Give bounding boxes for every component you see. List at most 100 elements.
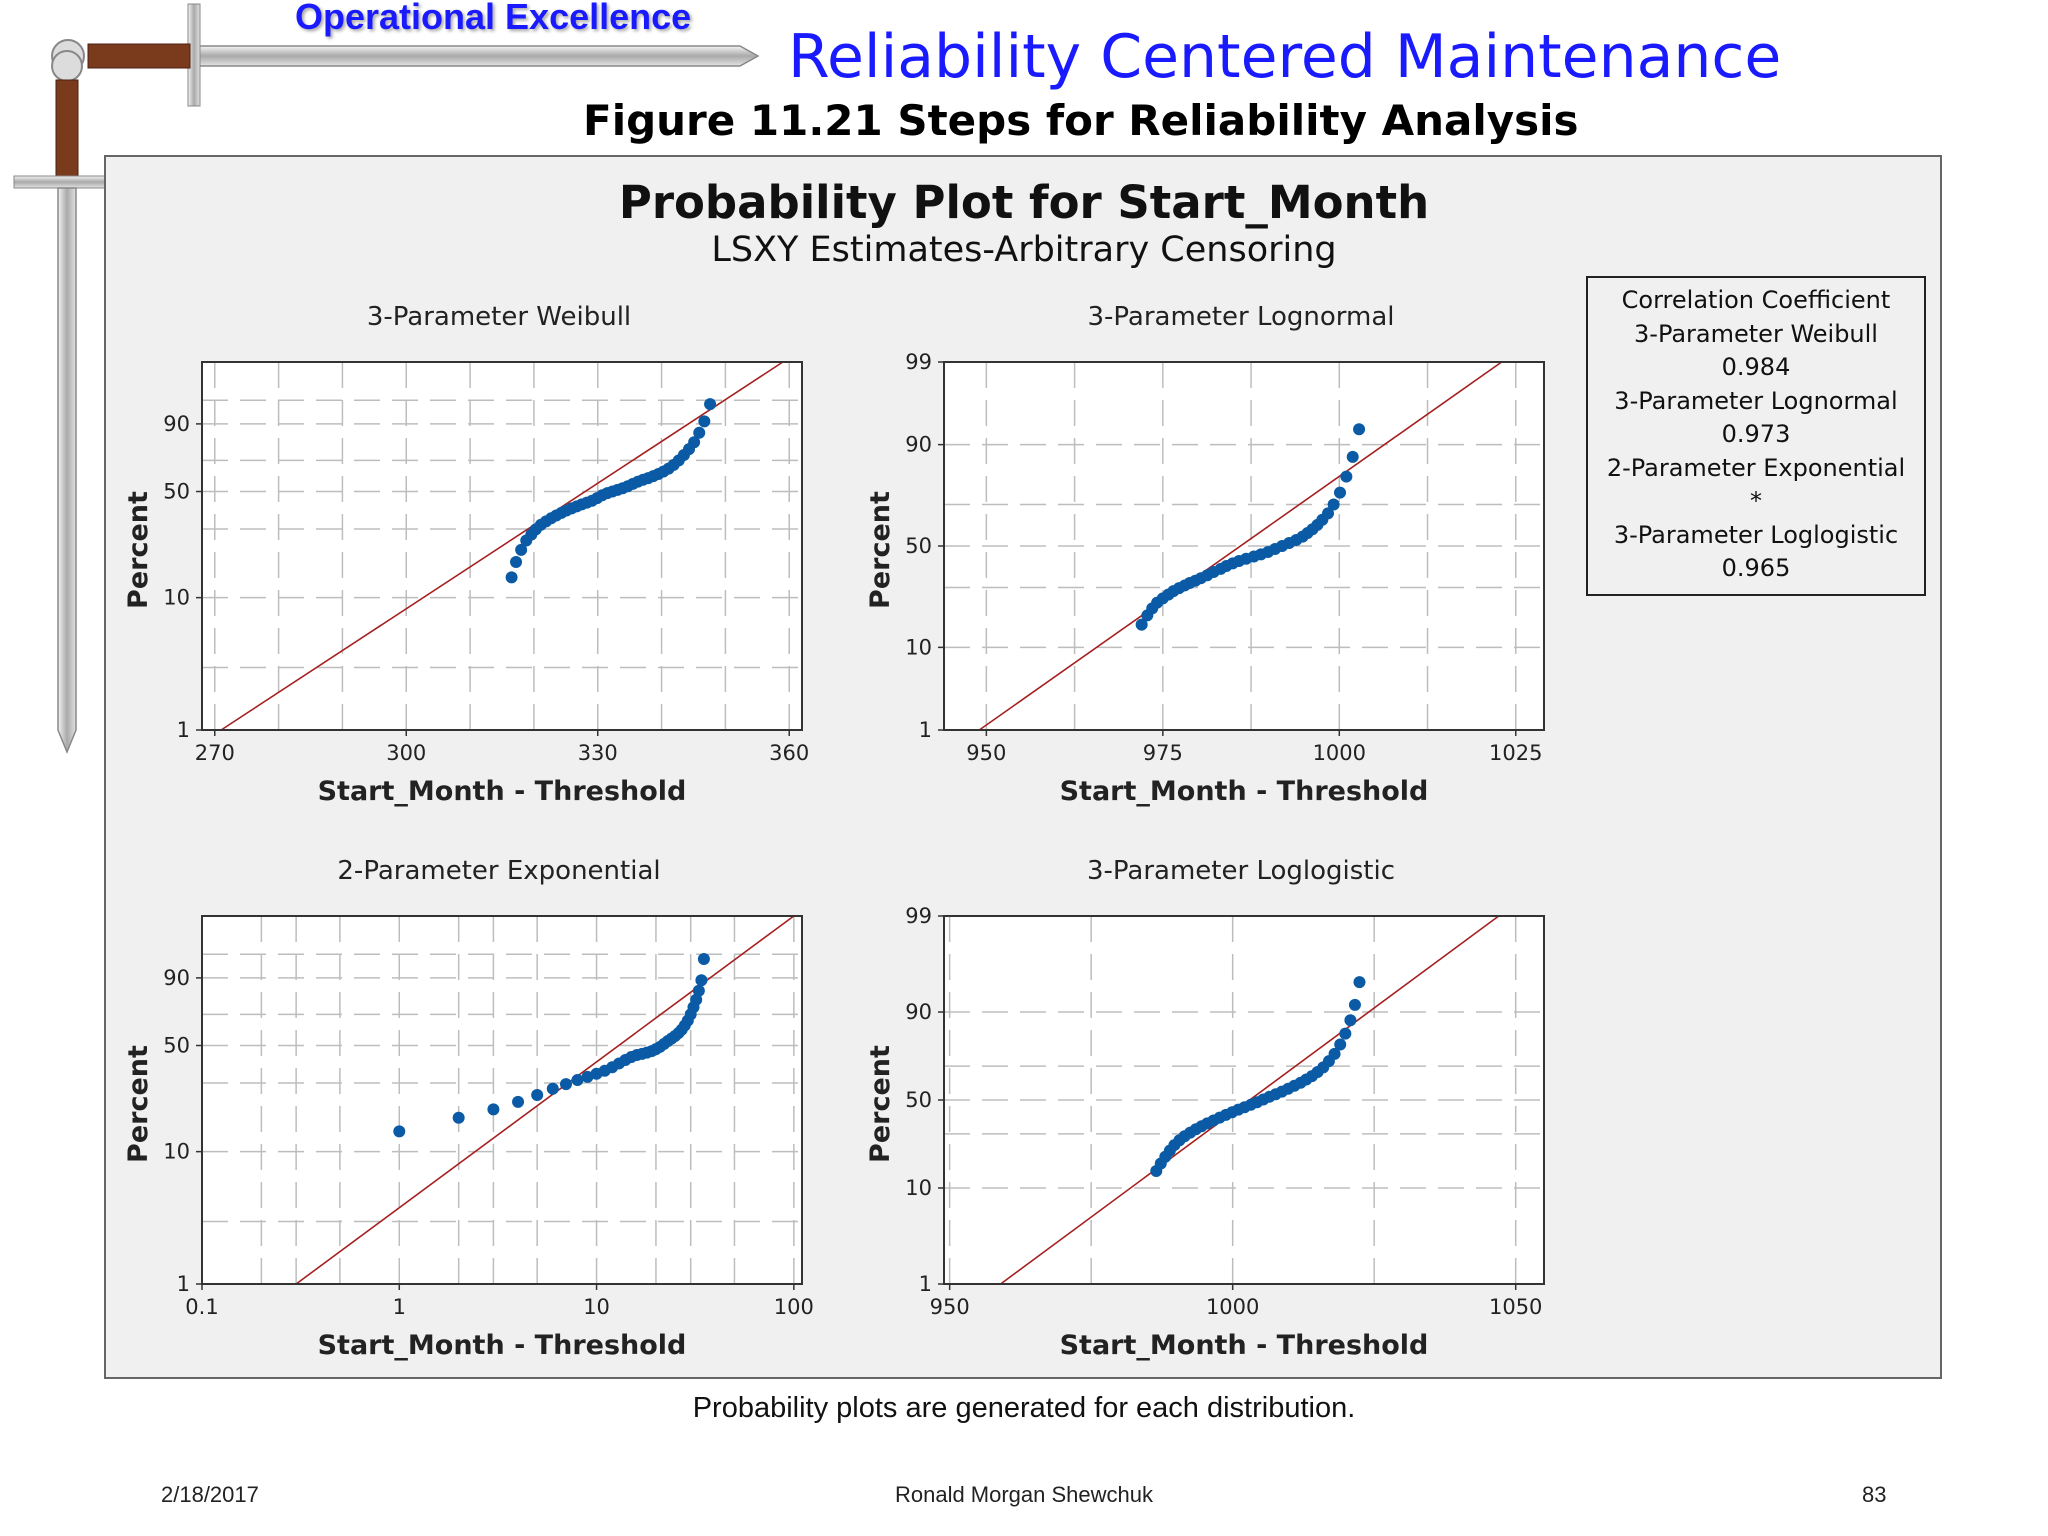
sword-icon [13, 3, 760, 754]
data-point [704, 398, 717, 411]
x-tick-label: 950 [966, 741, 1006, 765]
y-axis-label: Percent [123, 491, 154, 609]
data-point [695, 974, 708, 987]
data-point [1327, 498, 1340, 511]
y-tick-label: 90 [163, 412, 190, 436]
x-axis-label: Start_Month - Threshold [318, 1330, 687, 1361]
data-point [559, 1078, 572, 1091]
data-point [1340, 470, 1353, 483]
data-point [1334, 486, 1346, 499]
data-point [510, 555, 523, 568]
legend-line: 3-Parameter Lognormal [1614, 386, 1898, 415]
x-axis-label: Start_Month - Threshold [318, 776, 687, 807]
data-point [1328, 1047, 1341, 1060]
data-point [393, 1125, 406, 1138]
y-tick-label: 90 [905, 433, 932, 457]
chart-title: 3-Parameter Lognormal [1088, 302, 1395, 332]
plot-title: Probability Plot for Start_Month [618, 176, 1430, 229]
y-axis-label: Percent [123, 1045, 154, 1163]
data-point [690, 993, 703, 1006]
y-tick-label: 50 [163, 480, 190, 504]
x-tick-label: 1050 [1489, 1295, 1542, 1319]
x-tick-label: 1000 [1206, 1295, 1259, 1319]
legend-line: Correlation Coefficient [1621, 286, 1891, 314]
x-tick-label: 270 [195, 741, 235, 765]
y-tick-label: 99 [905, 904, 932, 928]
chart-title: 3-Parameter Weibull [367, 302, 631, 332]
y-tick-label: 10 [163, 1140, 190, 1164]
caption: Probability plots are generated for each… [692, 1392, 1356, 1424]
x-tick-label: 0.1 [185, 1295, 218, 1319]
y-axis-label: Percent [865, 1045, 896, 1163]
y-tick-label: 99 [905, 350, 932, 374]
fit-line [220, 361, 784, 731]
chart-title: 3-Parameter Loglogistic [1087, 856, 1395, 886]
data-point [688, 436, 701, 449]
x-tick-label: 100 [774, 1295, 814, 1319]
x-tick-label: 1025 [1489, 741, 1542, 765]
y-tick-label: 1 [177, 1272, 190, 1296]
y-tick-label: 50 [163, 1034, 190, 1058]
data-point [1322, 507, 1334, 520]
y-tick-label: 10 [163, 586, 190, 610]
data-point [487, 1103, 500, 1116]
fit-line [978, 361, 1503, 731]
legend-line: * [1750, 487, 1762, 515]
data-point [1353, 976, 1366, 989]
data-point [581, 1070, 594, 1083]
y-tick-label: 1 [919, 718, 932, 742]
legend-line: 0.973 [1721, 420, 1791, 448]
plot-frame [201, 361, 803, 731]
chart-title: 2-Parameter Exponential [337, 856, 660, 886]
slide-title: Reliability Centered Maintenance [788, 22, 1782, 92]
plot-frame [201, 915, 803, 1285]
data-point [1344, 1014, 1357, 1027]
data-point [531, 1089, 544, 1102]
data-point [1353, 423, 1366, 436]
legend-line: 2-Parameter Exponential [1606, 453, 1906, 482]
legend-line: 0.984 [1721, 353, 1791, 381]
data-point [1334, 1038, 1347, 1051]
y-tick-label: 90 [163, 966, 190, 990]
x-tick-label: 300 [386, 741, 426, 765]
chart-2: 950 975 1000 1025 1 10 50 90 99 3-Parameter Logno… [865, 302, 1545, 807]
x-tick-label: 1 [393, 1295, 406, 1319]
correlation-legend: Correlation Coefficient 3-Parameter Weib… [1586, 276, 1926, 596]
x-axis-label: Start_Month - Threshold [1060, 1330, 1429, 1361]
figure-title: Figure 11.21 Steps for Reliability Analy… [583, 96, 1579, 145]
data-point [697, 953, 710, 966]
y-tick-label: 10 [905, 1176, 932, 1200]
x-axis-label: Start_Month - Threshold [1060, 776, 1429, 807]
x-tick-label: 975 [1143, 741, 1183, 765]
footer-author: Ronald Morgan Shewchuk [894, 1482, 1154, 1507]
plot-area [202, 916, 802, 1284]
y-tick-label: 50 [905, 534, 932, 558]
legend-line: 3-Parameter Weibull [1634, 319, 1878, 348]
data-point [452, 1111, 465, 1124]
brand-title: Operational Excellence [295, 0, 692, 37]
y-tick-label: 10 [905, 635, 932, 659]
y-axis-label: Percent [865, 491, 896, 609]
data-point [571, 1074, 584, 1087]
data-point [692, 984, 705, 997]
y-tick-label: 1 [177, 718, 190, 742]
y-tick-label: 50 [905, 1088, 932, 1112]
x-tick-label: 330 [578, 741, 618, 765]
data-point [698, 415, 711, 428]
x-tick-label: 360 [769, 741, 809, 765]
data-point [512, 1095, 525, 1108]
footer-date: 2/18/2017 [161, 1482, 259, 1507]
data-point [1339, 1027, 1352, 1040]
data-point [1348, 998, 1361, 1011]
chart-1: 270 300 330 360 1 10 50 90 3-Parameter Weibull St… [123, 302, 809, 807]
data-point [505, 571, 518, 584]
x-tick-label: 950 [930, 1295, 970, 1319]
x-tick-label: 10 [583, 1295, 610, 1319]
legend-line: 3-Parameter Loglogistic [1613, 520, 1899, 549]
legend-line: 0.965 [1721, 554, 1791, 582]
data-point [1346, 450, 1359, 463]
data-point [546, 1082, 559, 1095]
